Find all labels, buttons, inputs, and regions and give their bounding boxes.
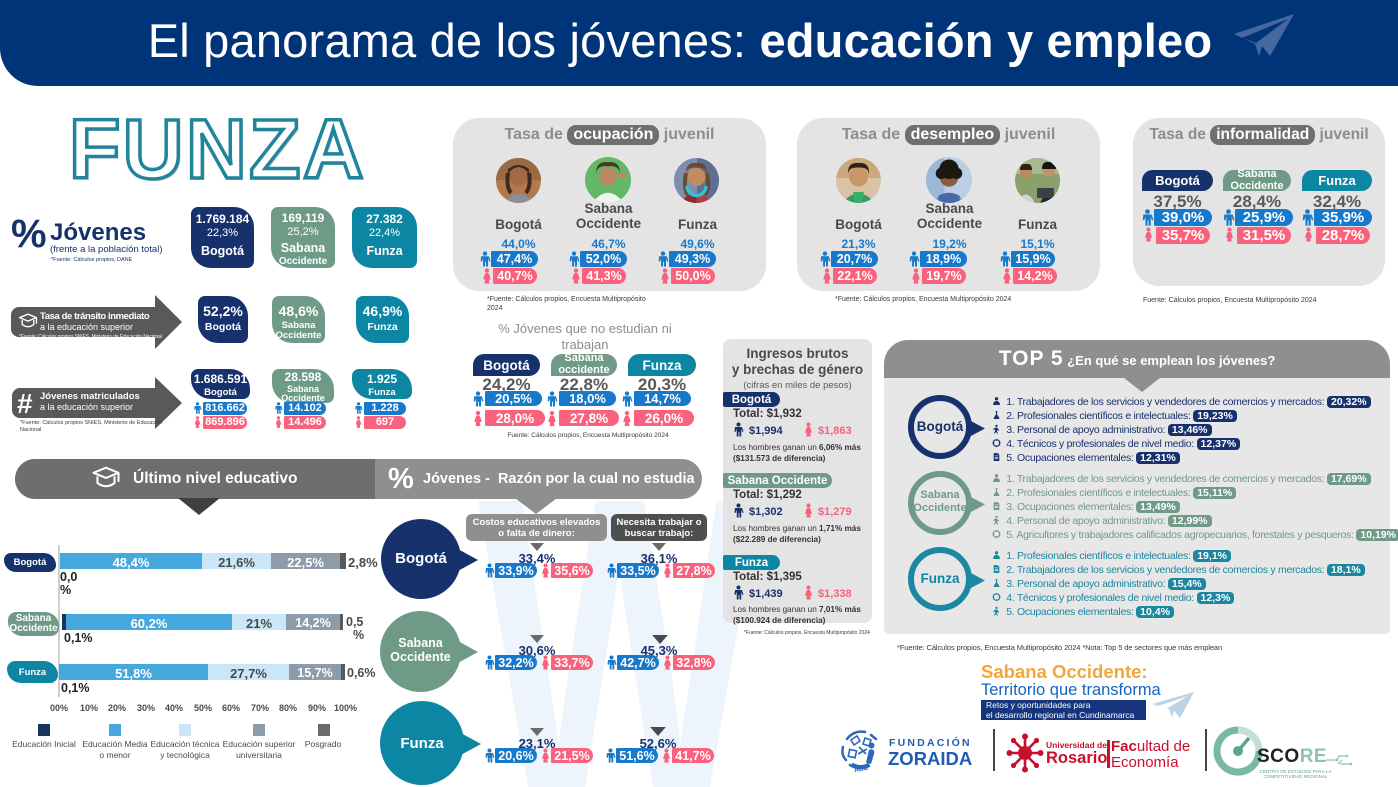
svg-text:ABC: ABC [854,765,869,773]
